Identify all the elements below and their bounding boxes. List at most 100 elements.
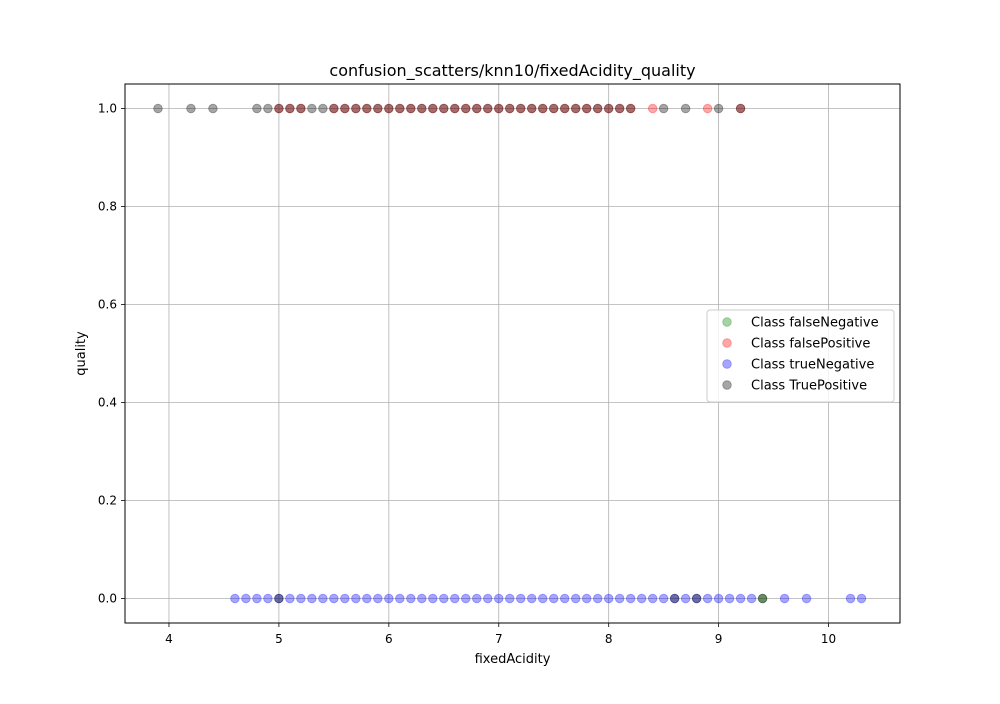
scatter-point xyxy=(505,103,515,114)
scatter-point xyxy=(252,593,262,604)
scatter-point xyxy=(472,593,482,604)
scatter-point xyxy=(691,593,702,604)
scatter-point xyxy=(647,103,658,114)
scatter-point xyxy=(702,103,713,114)
scatter-point xyxy=(571,103,581,114)
scatter-point xyxy=(428,593,438,604)
scatter-point xyxy=(527,103,537,114)
y-tick-label: 0.8 xyxy=(98,200,117,214)
y-axis-label: quality xyxy=(74,331,89,376)
scatter-point xyxy=(538,593,548,604)
scatter-point xyxy=(625,103,636,114)
scatter-point xyxy=(582,103,592,114)
legend-marker xyxy=(722,317,732,327)
scatter-point xyxy=(472,103,482,114)
chart-title: confusion_scatters/knn10/fixedAcidity_qu… xyxy=(329,61,695,81)
scatter-point xyxy=(538,103,548,114)
y-tick-label: 0.0 xyxy=(98,592,117,606)
scatter-point xyxy=(406,593,416,604)
scatter-point xyxy=(757,593,768,604)
scatter-point xyxy=(439,103,449,114)
scatter-point xyxy=(538,103,548,114)
scatter-point xyxy=(274,593,284,604)
scatter-point xyxy=(669,593,680,604)
scatter-point xyxy=(428,103,438,114)
scatter-point xyxy=(384,593,394,604)
scatter-point xyxy=(845,593,856,604)
scatter-point xyxy=(625,593,636,604)
scatter-point xyxy=(691,593,702,604)
scatter-point xyxy=(263,593,273,604)
y-tick-label: 0.2 xyxy=(98,494,117,508)
scatter-point xyxy=(713,593,724,604)
scatter-point xyxy=(702,593,713,604)
y-tick-label: 1.0 xyxy=(98,102,117,116)
scatter-point xyxy=(439,593,449,604)
scatter-point xyxy=(373,103,383,114)
series-class-truenegative xyxy=(230,593,867,604)
legend-label: Class falseNegative xyxy=(751,316,879,331)
scatter-point xyxy=(296,103,306,114)
scatter-point xyxy=(362,103,372,114)
scatter-point xyxy=(373,103,383,114)
scatter-point xyxy=(384,103,394,114)
scatter-point xyxy=(241,593,251,604)
scatter-point xyxy=(625,103,636,114)
x-axis-label: fixedAcidity xyxy=(475,652,551,667)
scatter-point xyxy=(801,593,812,604)
x-tick-label: 9 xyxy=(715,632,723,646)
scatter-point xyxy=(384,103,394,114)
scatter-point xyxy=(571,103,581,114)
scatter-point xyxy=(724,593,735,604)
scatter-point xyxy=(494,593,504,604)
scatter-point xyxy=(285,103,295,114)
scatter-point xyxy=(494,103,504,114)
scatter-point xyxy=(274,593,284,604)
scatter-point xyxy=(603,103,614,114)
scatter-point xyxy=(318,103,328,114)
scatter-point xyxy=(351,593,361,604)
scatter-point xyxy=(450,593,460,604)
scatter-point xyxy=(713,103,724,114)
scatter-point xyxy=(461,103,471,114)
series-class-falsepositive xyxy=(274,103,746,114)
scatter-point xyxy=(340,103,350,114)
scatter-point xyxy=(636,593,647,604)
scatter-point xyxy=(669,593,680,604)
scatter-point xyxy=(439,103,449,114)
scatter-point xyxy=(329,593,339,604)
scatter-point xyxy=(560,103,570,114)
scatter-point xyxy=(647,593,658,604)
scatter-point xyxy=(483,103,493,114)
scatter-point xyxy=(593,103,603,114)
legend-box xyxy=(706,309,895,403)
scatter-point xyxy=(274,103,284,114)
scatter-point xyxy=(373,593,383,604)
scatter-point xyxy=(680,103,691,114)
scatter-point xyxy=(472,103,482,114)
scatter-point xyxy=(307,103,317,114)
scatter-point xyxy=(450,103,460,114)
scatter-point xyxy=(735,593,746,604)
scatter-point xyxy=(417,103,427,114)
scatter-point xyxy=(516,103,526,114)
scatter-point xyxy=(483,593,493,604)
scatter-point xyxy=(549,593,559,604)
scatter-point xyxy=(318,593,328,604)
scatter-point xyxy=(340,593,350,604)
scatter-point xyxy=(285,103,295,114)
scatter-point xyxy=(549,103,559,114)
scatter-point xyxy=(406,103,416,114)
scatter-point xyxy=(362,103,372,114)
y-tick-label: 0.6 xyxy=(98,298,117,312)
scatter-point xyxy=(417,593,427,604)
scatter-point xyxy=(658,103,669,114)
scatter-point xyxy=(274,103,284,114)
scatter-point xyxy=(395,103,405,114)
x-tick-label: 8 xyxy=(605,632,613,646)
series-class-falsenegative xyxy=(757,593,768,604)
scatter-point xyxy=(351,103,361,114)
scatter-point xyxy=(263,103,273,114)
scatter-point xyxy=(461,593,471,604)
